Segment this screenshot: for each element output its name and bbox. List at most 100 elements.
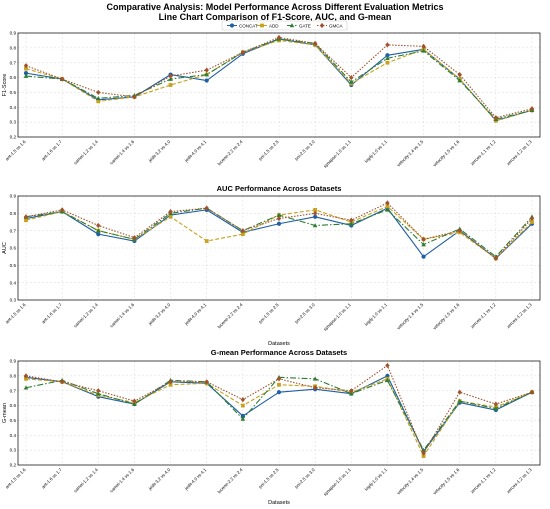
data-point-gate: [348, 391, 354, 396]
y-tick-label: 0.5: [10, 263, 17, 268]
x-tick-label: velocity-1.4 vs 1.5: [396, 302, 425, 331]
x-tick-label: velocity-1.5 vs 1.6: [432, 302, 461, 331]
legend-label-concat: CONCAT: [239, 24, 258, 29]
data-point-gmca: [312, 385, 318, 391]
data-point-gmca: [421, 450, 426, 456]
x-tick-label: poi-1.5 vs 2.5: [258, 467, 281, 490]
legend-marker-concat: [229, 23, 235, 28]
data-point-gmca: [349, 388, 354, 394]
data-point-concat: [313, 214, 318, 219]
x-tick-label: xerces-1.1 vs 1.2: [469, 139, 497, 167]
x-tick-label: poi-2.5 vs 3.0: [294, 139, 317, 162]
data-point-gate: [276, 212, 282, 217]
data-point-concat: [23, 71, 29, 76]
x-tick-label: velocity-1.4 vs 1.5: [396, 467, 425, 496]
data-point-gmca: [276, 376, 282, 382]
data-point-add: [24, 376, 28, 381]
x-tick-label: velocity-1.5 vs 1.6: [432, 139, 461, 168]
x-tick-label: jedit-4.0 vs 4.1: [183, 302, 208, 327]
x-tick-label: jedit-4.0 vs 4.1: [183, 467, 208, 492]
series-gmca: [23, 362, 535, 456]
data-point-gmca: [457, 228, 462, 234]
x-tick-label: xerces-1.1 vs 1.2: [469, 467, 497, 495]
data-point-concat: [276, 390, 282, 395]
y-axis-label: AUC: [2, 242, 8, 254]
data-point-add: [24, 66, 28, 71]
data-point-gate: [385, 207, 390, 212]
legend: CONCAT ADD GATE GMCA: [221, 20, 348, 31]
data-point-gmca: [493, 401, 499, 407]
y-tick-label: 0.5: [10, 418, 17, 423]
data-point-gmca: [23, 63, 29, 69]
data-point-gate: [421, 242, 426, 247]
y-tick-label: 0.7: [10, 228, 17, 233]
data-point-add: [530, 220, 534, 224]
legend-label-add: ADD: [269, 24, 279, 29]
data-point-gate: [385, 55, 390, 61]
auc-panel: AUC Performance Across Datasets 0.3 0.4 0.5…: [2, 184, 541, 347]
data-point-gmca: [312, 40, 318, 46]
data-point-gmca: [457, 389, 462, 395]
data-point-gmca: [385, 362, 390, 369]
y-tick-label: 0.3: [10, 298, 17, 303]
x-tick-label: poi-1.5 vs 2.5: [258, 139, 281, 162]
y-axis-label: F1-Score: [2, 74, 8, 97]
series-gmca: [23, 34, 535, 121]
data-point-gmca: [529, 215, 535, 222]
data-point-gmca: [132, 398, 137, 404]
data-point-gmca: [529, 389, 535, 395]
x-tick-label: synapse-1.0 vs 1.1: [322, 467, 352, 497]
x-tick-label: camel-1.4 vs 1.6: [109, 467, 136, 494]
data-point-gate: [95, 95, 101, 101]
data-point-gmca: [276, 34, 282, 41]
data-point-gate: [132, 401, 137, 406]
data-point-add: [168, 214, 173, 219]
x-tick-label: jedit-3.2 vs 4.0: [147, 139, 172, 164]
data-point-add: [421, 454, 426, 458]
data-point-gmca: [204, 205, 209, 211]
data-point-gmca: [23, 214, 29, 220]
x-tick-label: jedit-3.2 vs 4.0: [147, 302, 172, 327]
data-point-gmca: [385, 200, 390, 206]
y-tick-label: 0.9: [10, 359, 17, 364]
x-tick-label: poi-2.5 vs 3.0: [294, 467, 317, 490]
y-tick-label: 0.6: [10, 246, 17, 251]
x-tick-label: ant-1.5 vs 1.6: [4, 139, 27, 162]
data-point-gmca: [59, 379, 65, 385]
data-point-concat: [385, 53, 390, 58]
x-tick-label: synapse-1.0 vs 1.1: [322, 139, 352, 169]
data-point-add: [313, 207, 318, 212]
data-point-gmca: [96, 89, 101, 96]
legend-box: [221, 20, 348, 31]
x-axis-label: Datasets: [268, 341, 290, 347]
data-point-gmca: [349, 74, 354, 81]
data-point-gate: [204, 72, 210, 77]
data-point-gate: [168, 76, 173, 81]
data-point-gate: [95, 228, 101, 233]
data-point-gmca: [240, 397, 246, 403]
y-tick-label: 0.3: [10, 448, 17, 453]
data-point-add: [240, 232, 245, 237]
data-point-concat: [385, 373, 390, 378]
x-tick-label: velocity-1.4 vs 1.5: [396, 139, 425, 168]
y-tick-label: 0.2: [10, 463, 17, 468]
plot-frame: [17, 360, 541, 466]
y-tick-label: 0.7: [10, 60, 17, 65]
data-point-concat: [204, 78, 209, 83]
x-tick-label: lucene-2.2 vs 2.4: [216, 139, 244, 167]
data-point-add: [168, 83, 173, 87]
data-point-gmca: [59, 76, 65, 82]
data-point-gmca: [421, 43, 426, 49]
legend-marker-add: [260, 23, 264, 28]
data-point-gmca: [240, 228, 246, 234]
y-axis-label: G-mean: [2, 403, 8, 423]
data-point-gmca: [457, 72, 462, 78]
x-tick-label: log4j-1.0 vs 1.1: [364, 302, 389, 327]
x-tick-label: xerces-1.2 vs 1.3: [506, 467, 534, 495]
data-point-gate: [457, 78, 463, 83]
y-tick-label: 0.5: [10, 90, 17, 95]
x-tick-label: jedit-4.0 vs 4.1: [183, 139, 208, 164]
data-point-gmca: [204, 379, 209, 385]
data-point-gate: [312, 223, 318, 228]
